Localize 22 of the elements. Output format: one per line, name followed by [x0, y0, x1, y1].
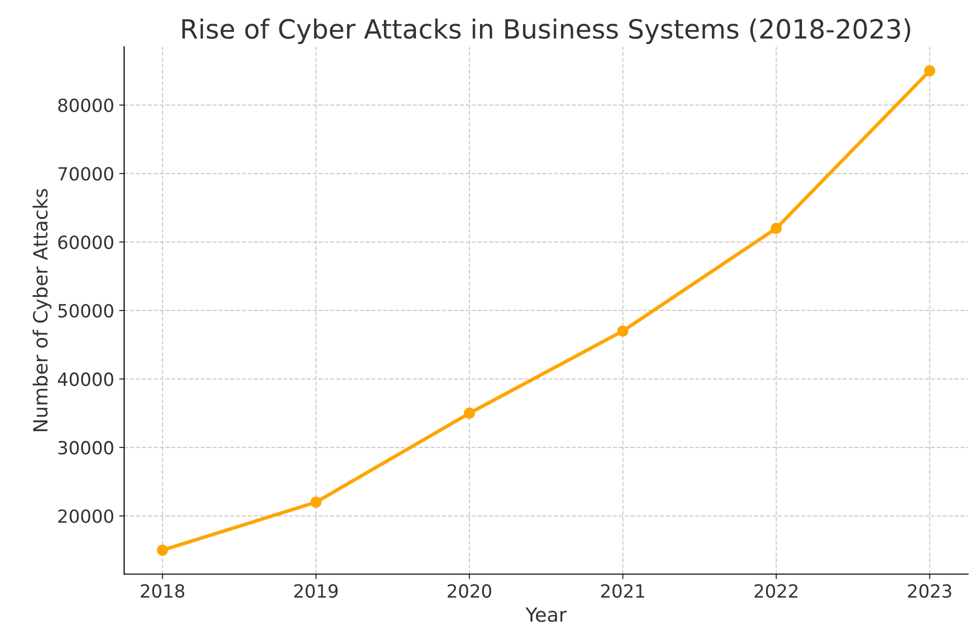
y-tick-label: 70000 [58, 166, 114, 181]
y-tick-label: 80000 [58, 98, 114, 112]
chart-title: Rise of Cyber Attacks in Business Systems (2018-2023) [182, 18, 910, 44]
point [464, 408, 475, 419]
x-tick-label: 2021 [601, 584, 644, 598]
y-tick-label: 40000 [58, 372, 114, 386]
point [924, 65, 936, 76]
x-tick-label: 2020 [448, 584, 492, 598]
point [770, 222, 782, 234]
y-tick-label: 20000 [58, 509, 114, 524]
y-tick-label: 30000 [58, 440, 114, 455]
y-axis-title: Number of Cyber Attacks [32, 188, 52, 432]
point [156, 544, 168, 556]
x-tick-label: 2019 [294, 584, 338, 598]
point [617, 325, 628, 337]
x-tick-label: 2023 [908, 584, 952, 598]
x-tick-label: 2018 [140, 584, 184, 598]
x-axis-title: Year [525, 607, 567, 622]
y-tick-label: 60000 [58, 235, 114, 250]
y-tick-label: 50000 [58, 304, 114, 318]
point [310, 496, 322, 508]
x-tick-label: 2022 [754, 584, 798, 598]
